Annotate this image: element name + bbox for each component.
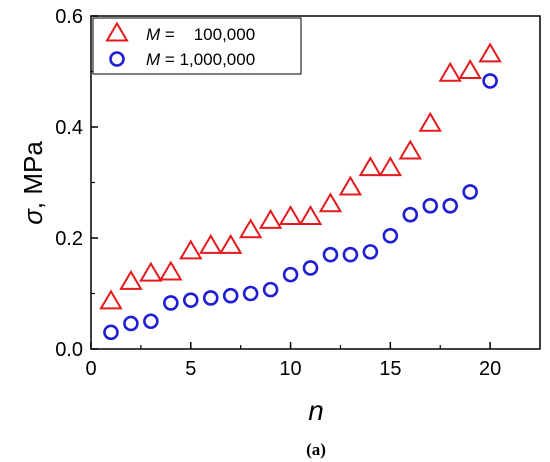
x-tick-label: 10 — [279, 358, 301, 380]
circle-point — [242, 285, 259, 302]
legend: M = 100,000 M = 1,000,000 — [92, 17, 302, 75]
x-tick-label: 5 — [185, 358, 196, 380]
data-series — [99, 42, 502, 341]
triangle-point — [99, 289, 123, 310]
circle-point — [462, 184, 478, 200]
circle-point — [103, 324, 119, 341]
figure-caption: (a) — [306, 440, 326, 459]
triangle-point — [159, 260, 183, 281]
triangle-point — [338, 175, 363, 196]
triangle-point — [358, 156, 383, 177]
triangle-point — [218, 233, 243, 254]
triangle-point — [378, 156, 403, 177]
triangle-point — [398, 139, 423, 160]
circle-point — [442, 198, 459, 214]
circle-point — [222, 287, 239, 304]
y-tick-label: 0.2 — [55, 228, 83, 250]
y-axis-label: σ, MPa — [18, 141, 48, 225]
series-1 — [99, 42, 502, 310]
triangle-point — [298, 204, 323, 225]
x-tick-label: 15 — [379, 358, 401, 380]
legend-marker — [105, 21, 129, 42]
triangle-point — [418, 111, 442, 132]
x-tick-label: 20 — [479, 358, 501, 380]
x-axis-label: n — [308, 395, 324, 426]
triangle-point — [258, 208, 283, 229]
triangle-point — [438, 61, 462, 82]
circle-point — [123, 315, 139, 332]
legend-label: M = 1,000,000 — [146, 50, 255, 69]
triangle-point — [139, 261, 163, 282]
circle-point — [422, 198, 439, 214]
circle-point — [302, 260, 319, 276]
circle-point — [262, 281, 279, 298]
triangle-point — [238, 218, 263, 239]
y-tick-label: 0.4 — [55, 117, 83, 139]
triangle-point — [179, 239, 203, 260]
circle-point — [322, 246, 339, 263]
circle-point — [482, 73, 498, 89]
circle-point — [143, 313, 159, 330]
legend-box — [92, 17, 302, 75]
circle-point — [163, 295, 179, 311]
triangle-point — [318, 192, 343, 213]
y-tick-label: 0.6 — [55, 6, 83, 28]
circle-point — [202, 290, 219, 306]
triangle-point — [478, 42, 502, 63]
circle-point — [362, 244, 379, 260]
x-tick-label: 0 — [85, 358, 96, 380]
triangle-point — [458, 59, 482, 80]
legend-marker — [109, 51, 125, 67]
triangle-point — [119, 269, 143, 290]
circle-point — [382, 227, 399, 244]
legend-label: M = 100,000 — [146, 25, 255, 44]
series-2 — [103, 73, 498, 341]
axis-ticks: 0 5 10 15 20 0.0 0.2 0.4 0.6 — [55, 6, 501, 380]
triangle-point — [199, 233, 223, 254]
circle-point — [282, 266, 299, 283]
circle-point — [342, 246, 359, 263]
circle-point — [182, 292, 199, 308]
triangle-point — [278, 204, 303, 225]
y-tick-label: 0.0 — [55, 339, 83, 361]
circle-point — [402, 206, 419, 223]
